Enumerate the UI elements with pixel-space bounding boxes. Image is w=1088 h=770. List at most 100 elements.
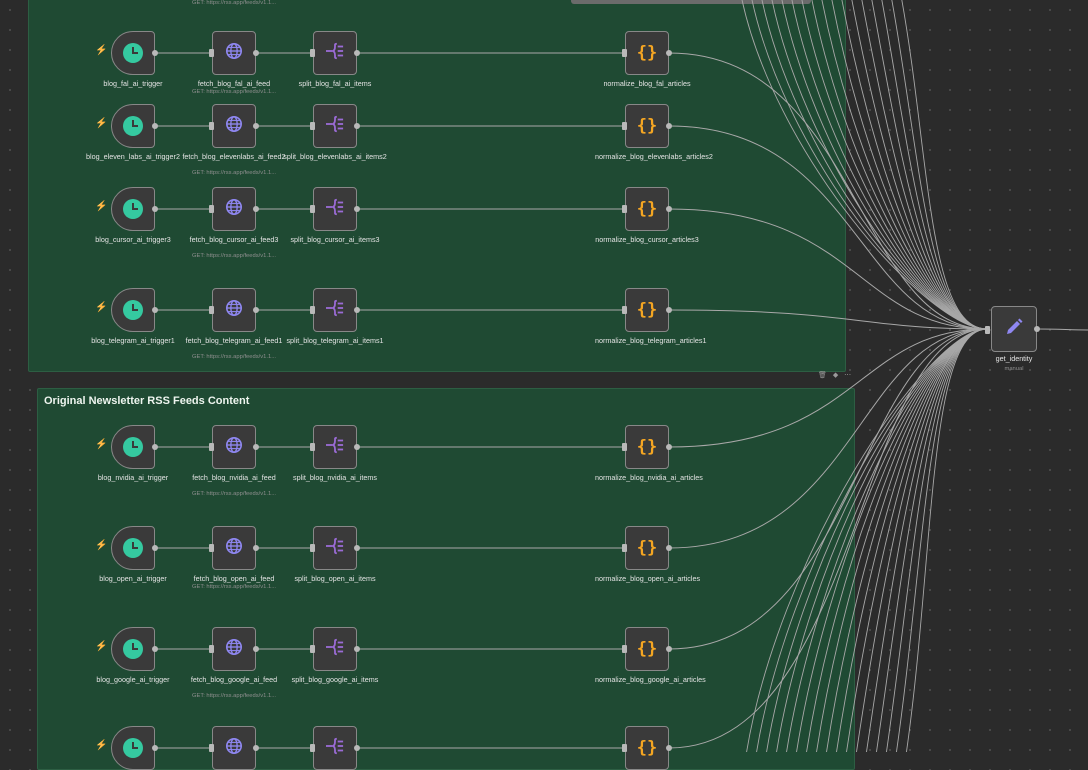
http-request-node[interactable] — [212, 187, 256, 231]
output-port[interactable] — [354, 545, 360, 551]
input-port[interactable] — [310, 645, 315, 653]
output-port[interactable] — [253, 444, 259, 450]
output-port[interactable] — [152, 545, 158, 551]
input-port[interactable] — [310, 49, 315, 57]
http-request-node[interactable] — [212, 425, 256, 469]
trigger-node[interactable] — [111, 627, 155, 671]
trigger-node[interactable] — [111, 31, 155, 75]
split-out-node[interactable] — [313, 288, 357, 332]
output-port[interactable] — [152, 646, 158, 652]
split-out-node[interactable] — [313, 627, 357, 671]
split-out-node[interactable] — [313, 104, 357, 148]
trigger-node[interactable] — [111, 526, 155, 570]
input-port[interactable] — [310, 122, 315, 130]
split-out-node[interactable] — [313, 425, 357, 469]
output-port[interactable] — [152, 745, 158, 751]
input-port[interactable] — [310, 544, 315, 552]
output-port[interactable] — [152, 123, 158, 129]
trigger-node[interactable] — [111, 425, 155, 469]
output-port[interactable] — [354, 646, 360, 652]
input-port[interactable] — [622, 205, 627, 213]
output-port[interactable] — [666, 545, 672, 551]
trigger-node[interactable] — [111, 726, 155, 770]
input-port[interactable] — [209, 443, 214, 451]
code-node[interactable]: {} — [625, 288, 669, 332]
input-port[interactable] — [622, 645, 627, 653]
output-port[interactable] — [152, 444, 158, 450]
split-out-icon — [325, 436, 345, 459]
input-port[interactable] — [310, 306, 315, 314]
output-port[interactable] — [354, 123, 360, 129]
input-port[interactable] — [622, 443, 627, 451]
input-port[interactable] — [622, 744, 627, 752]
split-label: split_blog_open_ai_items — [294, 574, 376, 583]
output-port[interactable] — [666, 646, 672, 652]
pencil-icon — [1004, 317, 1024, 342]
normalize-label: normalize_blog_google_ai_articles — [595, 675, 706, 684]
input-port[interactable] — [209, 544, 214, 552]
trigger-node[interactable] — [111, 187, 155, 231]
http-request-node[interactable] — [212, 104, 256, 148]
sticky-toolbar[interactable]: 🗑 ◆ ⋯ — [818, 372, 854, 379]
input-port[interactable] — [622, 49, 627, 57]
output-port[interactable] — [152, 50, 158, 56]
output-port[interactable] — [666, 50, 672, 56]
output-port[interactable] — [253, 545, 259, 551]
code-node[interactable]: {} — [625, 187, 669, 231]
input-port[interactable] — [622, 122, 627, 130]
output-port[interactable] — [354, 50, 360, 56]
code-node[interactable]: {} — [625, 425, 669, 469]
get-identity-node[interactable] — [991, 306, 1037, 352]
split-out-node[interactable] — [313, 526, 357, 570]
output-port[interactable] — [253, 745, 259, 751]
input-port[interactable] — [209, 49, 214, 57]
trigger-node[interactable] — [111, 104, 155, 148]
output-port[interactable] — [666, 206, 672, 212]
input-port[interactable] — [209, 306, 214, 314]
split-out-node[interactable] — [313, 187, 357, 231]
output-port[interactable] — [253, 206, 259, 212]
input-port[interactable] — [209, 122, 214, 130]
input-port[interactable] — [209, 205, 214, 213]
code-node[interactable]: {} — [625, 526, 669, 570]
output-port[interactable] — [253, 307, 259, 313]
connection-curve-offscreen — [901, 0, 988, 330]
output-port[interactable] — [152, 206, 158, 212]
input-port[interactable] — [622, 544, 627, 552]
split-out-node[interactable] — [313, 31, 357, 75]
input-port[interactable] — [310, 443, 315, 451]
output-port[interactable] — [354, 745, 360, 751]
output-port[interactable] — [354, 206, 360, 212]
http-request-node[interactable] — [212, 526, 256, 570]
split-out-node[interactable] — [313, 726, 357, 770]
input-port[interactable] — [310, 744, 315, 752]
normalize-label: normalize_blog_telegram_articles1 — [595, 336, 707, 345]
get-identity-input-port[interactable] — [985, 326, 990, 334]
get-identity-output-port[interactable] — [1034, 326, 1040, 332]
input-port[interactable] — [209, 744, 214, 752]
globe-icon — [225, 299, 243, 322]
input-port[interactable] — [209, 645, 214, 653]
trigger-node[interactable] — [111, 288, 155, 332]
output-port[interactable] — [253, 646, 259, 652]
http-request-node[interactable] — [212, 627, 256, 671]
fetch-label: fetch_blog_open_ai_feed — [193, 574, 275, 583]
code-node[interactable]: {} — [625, 726, 669, 770]
output-port[interactable] — [666, 745, 672, 751]
http-request-node[interactable] — [212, 31, 256, 75]
output-port[interactable] — [253, 123, 259, 129]
output-port[interactable] — [253, 50, 259, 56]
input-port[interactable] — [622, 306, 627, 314]
http-request-node[interactable] — [212, 726, 256, 770]
output-port[interactable] — [354, 444, 360, 450]
output-port[interactable] — [666, 307, 672, 313]
output-port[interactable] — [666, 123, 672, 129]
code-node[interactable]: {} — [625, 31, 669, 75]
code-node[interactable]: {} — [625, 627, 669, 671]
input-port[interactable] — [310, 205, 315, 213]
output-port[interactable] — [152, 307, 158, 313]
output-port[interactable] — [354, 307, 360, 313]
output-port[interactable] — [666, 444, 672, 450]
code-node[interactable]: {} — [625, 104, 669, 148]
http-request-node[interactable] — [212, 288, 256, 332]
